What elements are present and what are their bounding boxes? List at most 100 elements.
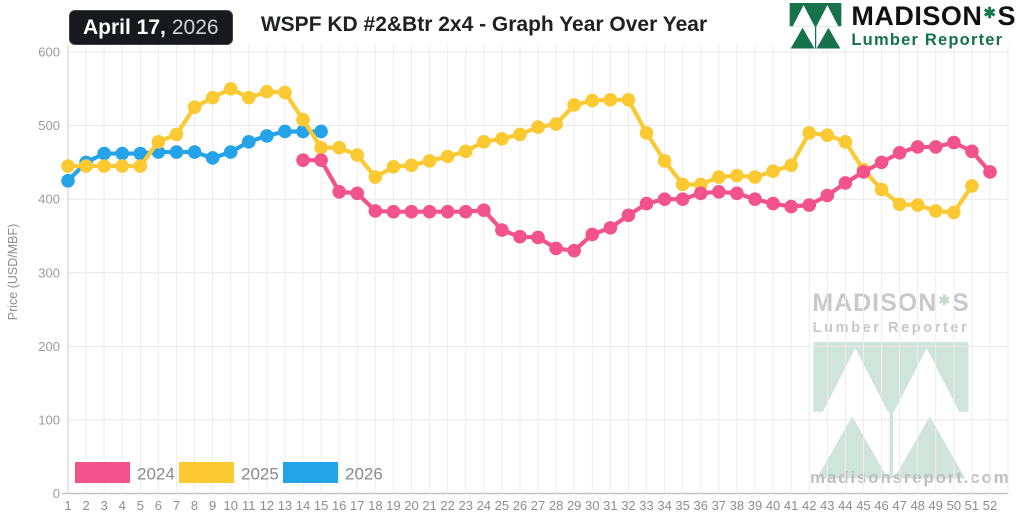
x-tick-label: 14	[296, 498, 310, 513]
series-2025-point-w15	[314, 140, 328, 155]
x-tick-label: 38	[730, 498, 744, 513]
series-2025-point-w46	[874, 182, 889, 197]
x-tick-label: 20	[404, 498, 418, 513]
series-2024-point-w47	[892, 146, 907, 160]
x-tick-label: 35	[675, 498, 689, 513]
x-tick-label: 42	[802, 498, 816, 513]
x-tick-label: 7	[173, 498, 180, 513]
series-2024-point-w23	[458, 204, 473, 219]
series-2025-point-w38	[730, 168, 744, 183]
series-2024-point-w29	[567, 243, 581, 258]
series-2025-point-w32	[621, 93, 636, 107]
series-2024-point-w26	[513, 229, 527, 244]
series-2025-point-w30	[585, 93, 600, 108]
series-2024-point-w18	[368, 204, 383, 218]
series-2025-point-w29	[567, 98, 581, 112]
x-tick-label: 1	[64, 498, 71, 513]
series-2024-point-w14	[296, 153, 310, 167]
x-tick-label: 8	[191, 498, 198, 513]
y-tick-label: 0	[53, 486, 60, 501]
x-tick-label: 51	[965, 498, 979, 513]
legend-swatch-2025[interactable]	[179, 462, 234, 483]
series-2025-point-w11	[241, 90, 256, 105]
x-tick-label: 18	[368, 498, 382, 513]
x-tick-label: 2	[82, 498, 89, 513]
series-2024-point-w30	[585, 227, 600, 242]
x-tick-label: 28	[549, 498, 563, 513]
series-2025-point-w23	[458, 144, 473, 159]
brand-name-main: MADISON	[851, 1, 983, 32]
x-tick-label: 10	[223, 498, 237, 513]
series-2024-point-w19	[386, 204, 401, 219]
series-2024-point-w22	[440, 204, 455, 219]
date-badge: April 17, 2026	[69, 10, 233, 45]
series-2025-point-w27	[531, 120, 545, 134]
x-tick-label: 47	[892, 498, 906, 513]
series-2025-point-w21	[422, 154, 437, 168]
x-tick-label: 48	[910, 498, 924, 513]
series-2025-point-w16	[332, 140, 346, 155]
series-2026-point-w3	[97, 146, 111, 161]
series-2025-point-w33	[639, 126, 654, 140]
legend-swatch-2026[interactable]	[283, 462, 338, 483]
series-2025-point-w25	[495, 132, 509, 146]
series-2025-point-w22	[440, 149, 455, 164]
watermark: MADISON✱S Lumber Reporter	[810, 289, 972, 485]
series-2026-point-w12	[260, 129, 274, 143]
series-2026-point-w9	[205, 151, 220, 165]
series-2025-point-w5	[133, 159, 148, 173]
series-2026-point-w8	[187, 145, 202, 159]
legend-item-2024[interactable]: 2024	[75, 462, 175, 484]
x-tick-label: 27	[531, 498, 545, 513]
watermark-brand-suffix: S	[952, 289, 970, 317]
legend-item-2026[interactable]: 2026	[283, 462, 383, 484]
legend-label-2024[interactable]: 2024	[137, 465, 175, 484]
x-tick-label: 49	[929, 498, 943, 513]
series-2025-point-w1	[61, 159, 75, 173]
date-label: April 17,	[83, 15, 166, 39]
y-axis-title: Price (USD/MBF)	[6, 224, 20, 321]
x-tick-label: 41	[784, 498, 798, 513]
x-tick-label: 5	[137, 498, 144, 513]
x-tick-label: 44	[838, 498, 852, 513]
series-2024-point-w46	[874, 155, 889, 170]
series-2025-point-w4	[115, 159, 130, 173]
series-2024-point-w15	[314, 153, 328, 167]
series-2024-point-w49	[928, 140, 943, 154]
x-tick-label: 26	[513, 498, 527, 513]
series-2024-point-w48	[910, 140, 925, 154]
series-2026-point-w4	[115, 146, 130, 161]
x-tick-label: 30	[585, 498, 599, 513]
series-2025-point-w20	[404, 158, 419, 173]
watermark-subtitle: Lumber Reporter	[812, 320, 970, 336]
series-2026-point-w10	[223, 145, 238, 159]
series-2025-point-w6	[151, 134, 166, 149]
series-2025-point-w19	[386, 159, 401, 174]
x-tick-label: 3	[101, 498, 108, 513]
series-2025-point-w18	[368, 170, 383, 184]
series-2025-point-w49	[928, 204, 943, 218]
maple-leaf-icon: ✱	[938, 292, 952, 308]
legend-label-2025[interactable]: 2025	[241, 465, 279, 484]
series-2026-point-w11	[241, 134, 256, 149]
legend-item-2025[interactable]: 2025	[179, 462, 279, 484]
y-tick-label: 600	[38, 45, 60, 60]
x-tick-label: 6	[155, 498, 162, 513]
series-2026-point-w5	[133, 146, 148, 161]
series-2024-point-w17	[350, 186, 365, 201]
x-tick-label: 16	[332, 498, 346, 513]
x-tick-label: 29	[567, 498, 581, 513]
madisons-logo-watermark	[813, 342, 969, 479]
series-2025-point-w37	[712, 170, 726, 184]
series-2024-point-w31	[603, 221, 618, 235]
legend-label-2026[interactable]: 2026	[345, 465, 383, 484]
series-2024-point-w44	[838, 176, 853, 190]
series-2025-point-w7	[169, 127, 184, 142]
series-2025-point-w9	[205, 90, 220, 105]
legend-swatch-2024[interactable]	[75, 462, 130, 483]
series-2024-point-w39	[748, 192, 762, 206]
series-2024-point-w43	[820, 188, 835, 203]
x-tick-label: 23	[458, 498, 472, 513]
y-tick-label: 100	[38, 412, 60, 427]
